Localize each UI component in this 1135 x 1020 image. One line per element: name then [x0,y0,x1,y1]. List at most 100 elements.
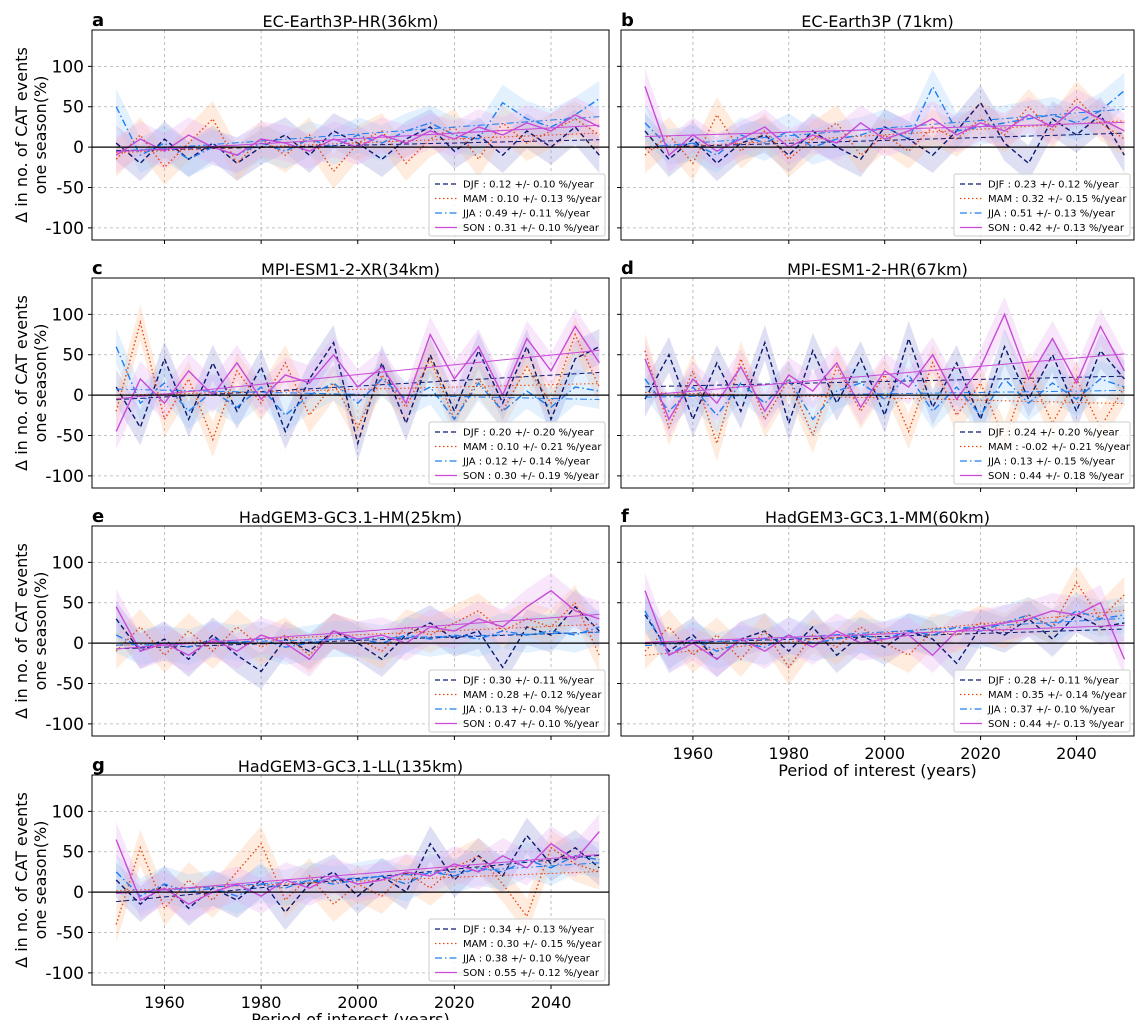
series-line-DJF [115,340,600,447]
band-MAM [644,80,1125,182]
legend: DJF : 0.12 +/- 0.10 %/year MAM : 0.10 +/-… [428,173,606,237]
panel-letter: a [92,10,104,31]
series-line-SON [644,590,1126,661]
y-axis-label: Δ in no. of CAT events [12,47,31,223]
legend-label-SON: SON : 0.31 +/- 0.10 %/year [463,223,600,234]
trend-line-SON [644,353,1125,396]
legend: DJF : 0.28 +/- 0.11 %/year MAM : 0.35 +/-… [953,669,1131,733]
legend-label-JJA: JJA : 0.49 +/- 0.11 %/year [462,209,591,220]
trend-line-DJF [116,854,600,903]
series-line-SON [115,325,600,432]
band-JJA [116,838,600,914]
band-DJF [116,324,600,462]
ytick-label: -50 [56,924,84,944]
legend-label-SON: SON : 0.42 +/- 0.13 %/year [988,223,1125,234]
band-DJF [116,817,600,931]
y-axis-label-2: one season(%) [31,324,50,443]
axes-frame [91,774,610,986]
y-axis-label: Δ in no. of CAT events [12,792,31,968]
legend-label-DJF: DJF : 0.24 +/- 0.20 %/year [988,428,1120,439]
legend-label-SON: SON : 0.30 +/- 0.19 %/year [463,471,600,482]
legend-label-JJA: JJA : 0.51 +/- 0.13 %/year [987,209,1116,220]
legend-label-JJA: JJA : 0.38 +/- 0.10 %/year [462,954,591,965]
band-SON [644,296,1125,438]
panel-title: MPI-ESM1-2-HR(67km) [787,260,968,279]
legend-label-SON: SON : 0.44 +/- 0.13 %/year [988,719,1125,730]
panel-a: -100 -50 0 50 100 EC-Earth3P-HR(36km) a Δ in no… [12,10,610,244]
legend-label-DJF: DJF : 0.12 +/- 0.10 %/year [463,180,595,191]
ytick-label: -50 [56,179,84,199]
series-line-JJA [115,98,600,161]
legend: DJF : 0.24 +/- 0.20 %/year MAM : -0.02 +/… [953,421,1131,485]
panel-letter: c [92,258,103,279]
ytick-label: -100 [45,219,84,239]
panel-title: HadGEM3-GC3.1-MM(60km) [765,508,990,527]
xtick-label: 1980 [768,744,809,763]
ytick-label: -50 [56,675,84,695]
legend-label-MAM: MAM : -0.02 +/- 0.21 %/year [988,442,1131,453]
panel-letter: d [621,258,634,279]
trend-line-JJA [116,116,600,152]
ytick-label: 0 [73,883,84,903]
legend-label-MAM: MAM : 0.28 +/- 0.12 %/year [463,690,602,701]
ytick-label: 100 [52,802,84,822]
plot-area [115,304,600,462]
y-axis-label-2: one season(%) [31,572,50,691]
series-line-SON [644,312,1126,421]
series-line-MAM [115,319,600,442]
trend-line-SON [116,854,600,895]
trend-line-MAM [116,132,600,154]
axes-frame [620,277,1135,489]
legend-label-JJA: JJA : 0.37 +/- 0.10 %/year [987,705,1116,716]
ytick-label: 100 [52,553,84,573]
axes-frame [91,277,610,489]
trend-line-MAM [116,383,600,396]
y-axis-label: Δ in no. of CAT events [12,543,31,719]
legend: DJF : 0.20 +/- 0.20 %/year MAM : 0.10 +/-… [428,421,606,485]
legend-label-JJA: JJA : 0.12 +/- 0.14 %/year [462,457,591,468]
band-MAM [116,584,600,673]
panel-b: EC-Earth3P (71km) b DJF : 0.23 +/- 0.12 %/… [617,10,1135,244]
series-line-JJA [644,84,1125,157]
panel-g: -100 -50 0 50 100 1960 1980 2000 2020 2040 HadGEM3… [12,755,610,1020]
axes-frame [91,525,610,737]
plot-area [115,572,600,690]
ytick-label: 50 [62,346,84,366]
xtick-label: 2000 [864,744,905,763]
legend-box [428,669,606,733]
band-DJF [644,320,1125,442]
band-MAM [644,564,1125,686]
panel-c: -100 -50 0 50 100 MPI-ESM1-2-XR(34km) c Δ in no… [12,258,610,492]
legend-label-MAM: MAM : 0.10 +/- 0.13 %/year [463,194,602,205]
y-axis-label-2: one season(%) [31,821,50,940]
legend-label-DJF: DJF : 0.28 +/- 0.11 %/year [988,676,1120,687]
legend-label-SON: SON : 0.47 +/- 0.10 %/year [463,719,600,730]
panel-title: EC-Earth3P-HR(36km) [262,12,438,31]
band-JJA [644,357,1125,438]
series-line-SON [115,589,600,661]
trend-line-SON [644,624,1125,643]
legend-box [953,669,1131,733]
legend-box [428,173,606,237]
xtick-label: 2040 [531,993,572,1012]
xtick-label: 2020 [434,993,475,1012]
panel-letter: f [621,506,629,527]
plot-area [115,80,600,190]
ytick-label: -100 [45,964,84,984]
axes-frame [620,525,1135,737]
legend-label-JJA: JJA : 0.13 +/- 0.04 %/year [462,705,591,716]
xtick-label: 1960 [673,744,714,763]
legend-box [428,421,606,485]
ytick-label: 0 [73,634,84,654]
band-SON [116,308,600,450]
legend-label-DJF: DJF : 0.23 +/- 0.12 %/year [988,180,1120,191]
panel-letter: g [92,755,105,776]
x-axis-label: Period of interest (years) [251,1010,449,1020]
trend-line-MAM [644,120,1125,150]
legend-label-DJF: DJF : 0.34 +/- 0.13 %/year [463,925,595,936]
band-SON [116,813,600,922]
trend-line-DJF [116,139,600,152]
series-line-DJF [115,834,600,914]
band-DJF [644,84,1125,182]
